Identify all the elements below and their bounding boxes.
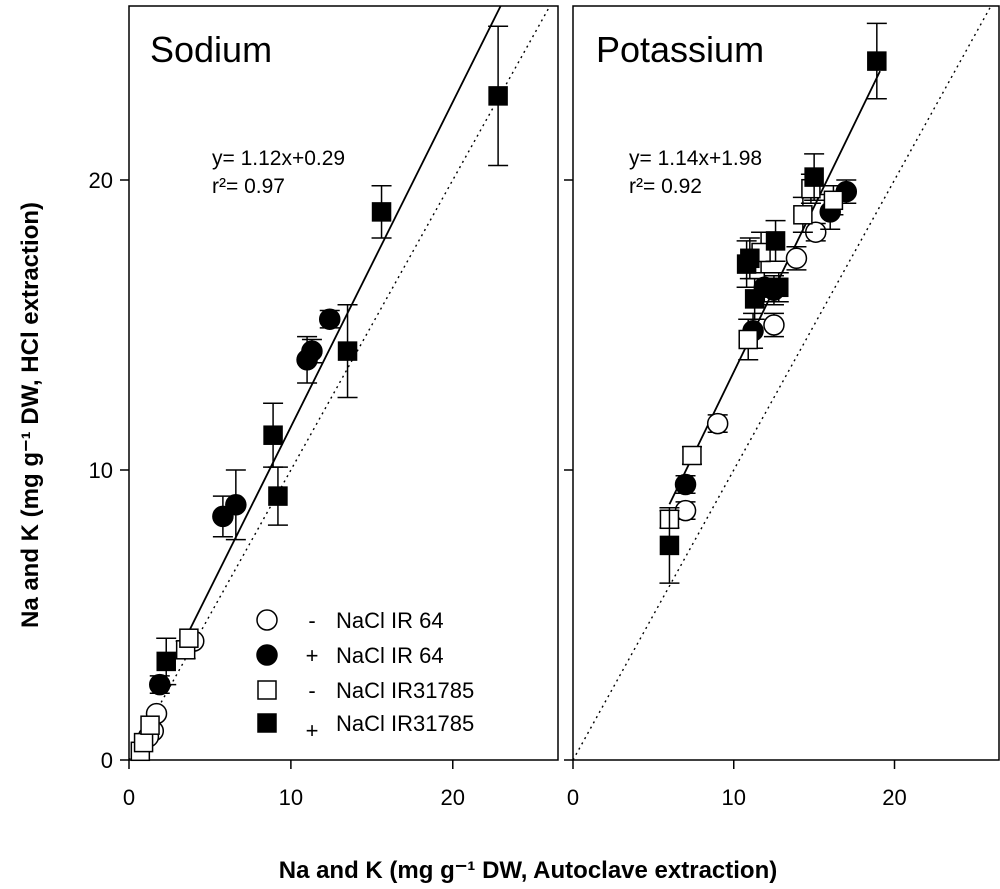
legend-marker-filled-square (257, 713, 277, 733)
data-point (793, 205, 813, 225)
legend-label: NaCl IR31785 (336, 678, 474, 703)
data-point (371, 202, 392, 222)
y-tick-label: 20 (89, 168, 113, 193)
y-tick-label: 10 (89, 458, 113, 483)
data-point (682, 445, 702, 466)
data-point (318, 308, 341, 330)
data-point (744, 289, 765, 309)
data-point (785, 247, 808, 270)
x-tick-label: 0 (567, 785, 579, 810)
legend-label: NaCl IR31785 (336, 711, 474, 736)
data-point (179, 628, 199, 648)
data-point (225, 494, 247, 516)
legend: - NaCl IR 64 + NaCl IR 64 - NaCl IR31785… (256, 608, 474, 743)
data-point (133, 732, 154, 753)
legend-prefix: + (306, 718, 319, 743)
y-tick-label: 0 (101, 748, 113, 773)
one-to-one-line (573, 6, 992, 760)
data-point (488, 86, 508, 106)
y-axis-label: Na and K (mg g⁻¹ DW, HCl extraction) (17, 202, 44, 628)
legend-marker-open-square (257, 680, 277, 700)
data-point (268, 486, 288, 506)
panel-sodium: 0 10 20 0 10 20 Sodium y= 1.12x+0.29 r²= 0.97 (89, 5, 559, 810)
legend-label: NaCl IR 64 (336, 608, 444, 633)
x-tick-label: 10 (722, 785, 746, 810)
data-point (763, 314, 785, 336)
data-point (301, 340, 323, 362)
regression-line (184, 6, 502, 639)
data-point (156, 651, 176, 672)
data-point (769, 277, 789, 298)
regression-equation: y= 1.14x+1.98 (629, 147, 762, 170)
regression-equation: y= 1.12x+0.29 (212, 147, 345, 170)
legend-label: NaCl IR 64 (336, 643, 444, 668)
legend-prefix: - (308, 608, 315, 633)
legend-marker-open-circle (256, 609, 278, 631)
panel-title: Sodium (150, 29, 272, 70)
data-point (140, 715, 160, 735)
x-tick-label: 0 (123, 785, 135, 810)
data-point (674, 473, 697, 496)
legend-item: - NaCl IR 64 (256, 608, 444, 633)
data-point (337, 341, 358, 361)
legend-item: + NaCl IR 64 (256, 643, 444, 668)
legend-prefix: - (308, 678, 315, 703)
r-squared: r²= 0.92 (629, 175, 702, 198)
data-point (823, 190, 844, 211)
x-axis-label: Na and K (mg g⁻¹ DW, Autoclave extractio… (279, 857, 778, 884)
data-point (804, 167, 824, 187)
legend-marker-filled-circle (256, 644, 278, 666)
data-point (867, 51, 887, 71)
x-tick-label: 10 (279, 785, 303, 810)
x-tick-label: 20 (441, 785, 465, 810)
r-squared: r²= 0.97 (212, 175, 285, 198)
legend-item: - NaCl IR31785 (257, 678, 474, 703)
panel-frame (572, 5, 1000, 761)
x-tick-label: 20 (882, 785, 906, 810)
legend-prefix: + (306, 643, 319, 668)
data-point (740, 248, 760, 269)
legend-item: + NaCl IR31785 (257, 711, 474, 743)
panel-potassium: 0 10 20 Potassium y= 1.14x+1.98 r²= 0.92 (564, 5, 1000, 810)
panel-frame (128, 5, 559, 761)
data-point (263, 425, 283, 445)
data-point (738, 329, 758, 350)
data-point (706, 412, 729, 435)
data-point (659, 535, 680, 556)
data-point (765, 231, 786, 251)
panel-title: Potassium (596, 29, 764, 70)
